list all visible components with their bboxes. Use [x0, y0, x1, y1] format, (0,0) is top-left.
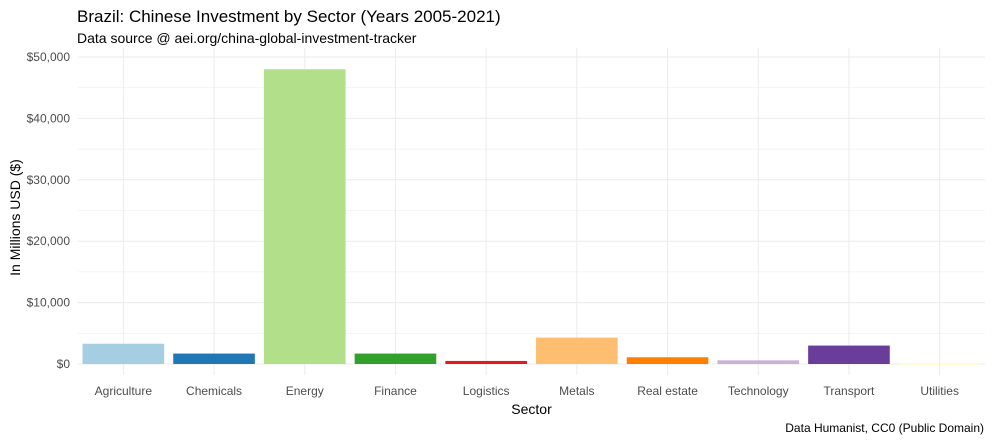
x-tick-label: Finance: [374, 384, 417, 398]
x-tick-label: Metals: [559, 384, 594, 398]
x-tick-label: Agriculture: [95, 384, 153, 398]
y-tick-label: $10,000: [27, 296, 71, 310]
y-tick-label: $0: [57, 357, 71, 371]
bars: [82, 69, 981, 365]
y-tick-label: $40,000: [27, 111, 71, 125]
y-tick-label: $50,000: [27, 50, 71, 64]
chart-subtitle: Data source @ aei.org/china-global-inves…: [77, 30, 417, 46]
bar-agriculture: [82, 343, 165, 364]
x-tick-label: Technology: [728, 384, 789, 398]
x-tick-label: Logistics: [463, 384, 510, 398]
bar-utilities: [898, 363, 981, 365]
bar-energy: [263, 69, 346, 364]
bar-transport: [808, 345, 890, 364]
x-axis-title: Sector: [511, 401, 552, 417]
y-axis-title: In Millions USD ($): [7, 159, 23, 276]
bar-finance: [354, 353, 437, 364]
x-tick-label: Utilities: [920, 384, 959, 398]
gridlines: [78, 48, 985, 375]
x-tick-label: Chemicals: [186, 384, 242, 398]
x-tick-label: Real estate: [637, 384, 698, 398]
bar-chemicals: [173, 353, 255, 364]
x-axis-ticks: Agriculture Chemicals Energy Finance Logisti…: [95, 384, 959, 398]
x-tick-label: Transport: [823, 384, 875, 398]
bar-logistics: [445, 360, 527, 364]
y-tick-label: $20,000: [27, 234, 71, 248]
chart-title: Brazil: Chinese Investment by Sector (Ye…: [77, 7, 501, 26]
chart-caption: Data Humanist, CC0 (Public Domain): [785, 421, 984, 435]
bar-technology: [717, 360, 800, 364]
bar-metals: [536, 337, 618, 364]
x-tick-label: Energy: [286, 384, 324, 398]
bar-real-estate: [626, 357, 709, 364]
y-axis-ticks: $0 $10,000 $20,000 $30,000 $40,000 $50,000: [27, 50, 71, 371]
y-tick-label: $30,000: [27, 173, 71, 187]
